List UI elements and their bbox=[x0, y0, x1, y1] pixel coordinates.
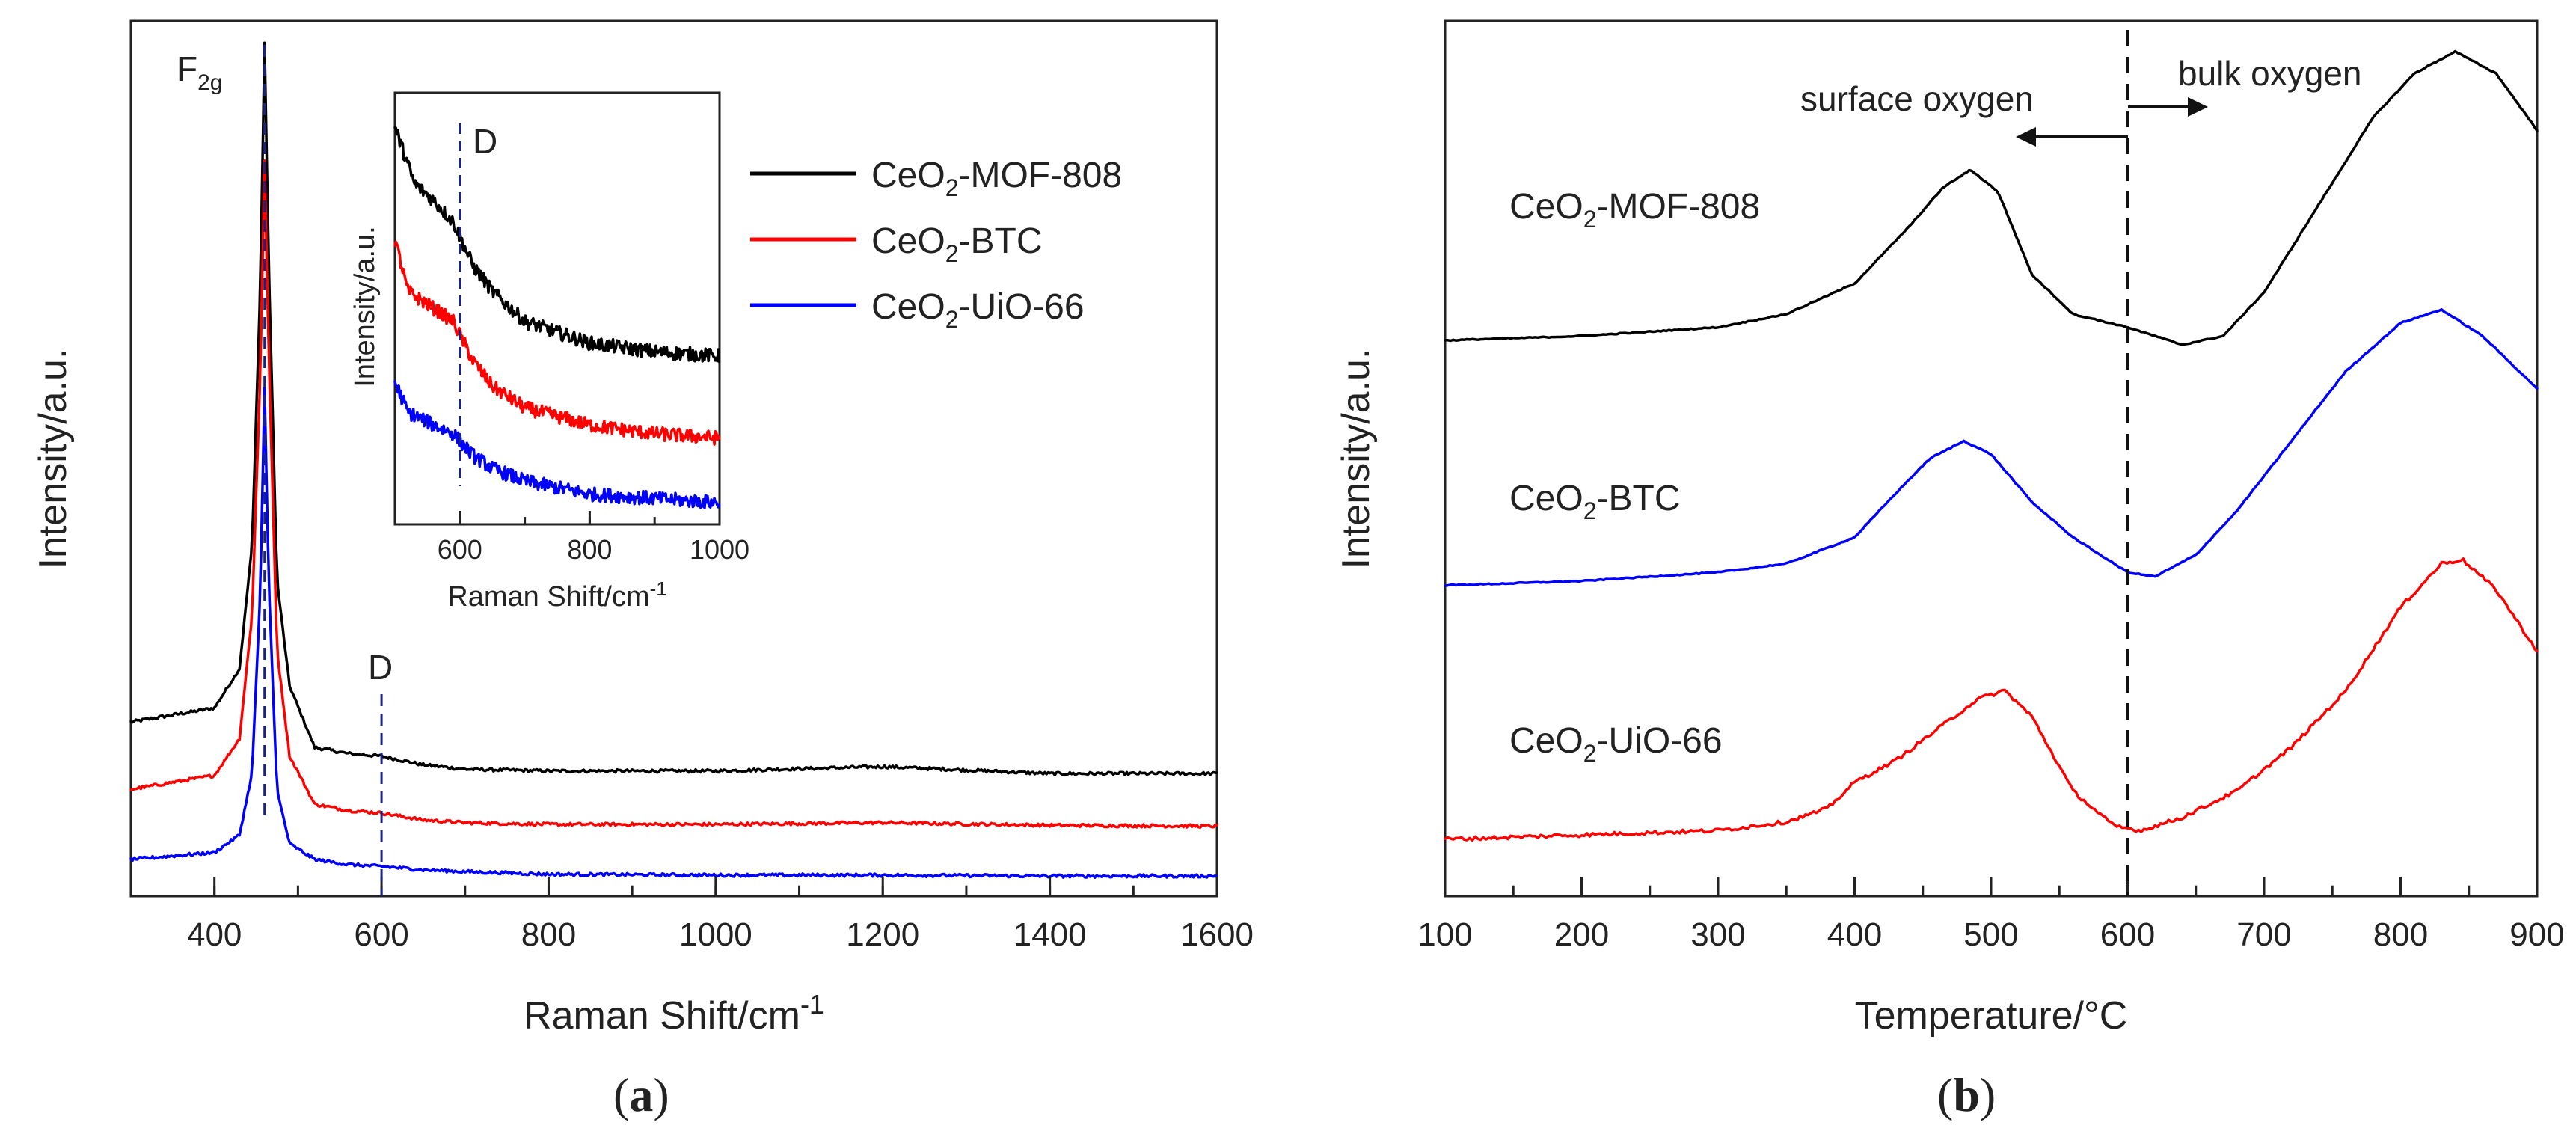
inset-tick-label: 600 bbox=[438, 534, 482, 565]
panel-b-series-label-uio66: CeO2-UiO-66 bbox=[1509, 721, 1723, 767]
panel-b-series-label-mof808: CeO2-MOF-808 bbox=[1509, 187, 1760, 233]
panel-b-tick-label: 600 bbox=[2100, 916, 2155, 953]
panel-b-tick-label: 100 bbox=[1417, 916, 1472, 953]
panel-b-tick-label: 400 bbox=[1827, 916, 1882, 953]
panel-a-label: (a) bbox=[613, 1068, 669, 1121]
inset-series-group bbox=[393, 126, 721, 509]
panel-a-series-group bbox=[129, 41, 1218, 879]
inset-frame bbox=[393, 91, 721, 526]
panel-b-left-arrow bbox=[2016, 127, 2128, 147]
right-arrow-head bbox=[2188, 97, 2208, 117]
panel-b-bulk-oxygen-label: bulk oxygen bbox=[2178, 54, 2362, 93]
inset-x-axis-label: Raman Shift/cm-1 bbox=[447, 577, 666, 613]
inset-series-line-0 bbox=[393, 126, 721, 364]
panel-a-y-axis-label: Intensity/a.u. bbox=[31, 349, 75, 569]
legend-label-uio66: CeO2-UiO-66 bbox=[871, 287, 1085, 333]
panel-a-tick-label: 1000 bbox=[679, 916, 752, 953]
panel-b-tick-label: 300 bbox=[1690, 916, 1745, 953]
panel-a-raman-chart: 400 600 800 1000 1200 1400 1600 F2g D CeO2-MOF… bbox=[31, 19, 1254, 1121]
panel-b-series-line-2 bbox=[1444, 557, 2539, 842]
panel-b-tick-label: 700 bbox=[2236, 916, 2291, 953]
panel-a-series-line-0 bbox=[129, 41, 1218, 776]
left-arrow-head bbox=[2016, 127, 2036, 147]
panel-a-inset: 600 800 1000 D Intensity/a.u. Raman Shift/… bbox=[349, 91, 749, 613]
panel-a-series-line-1 bbox=[129, 159, 1218, 829]
inset-defect-label: D bbox=[473, 122, 497, 161]
panel-b-y-axis-label: Intensity/a.u. bbox=[1334, 349, 1378, 569]
inset-series-line-2 bbox=[393, 380, 721, 509]
panel-a-x-ticks: 400 600 800 1000 1200 1400 1600 bbox=[129, 877, 1254, 953]
panel-b-right-arrow bbox=[2128, 97, 2208, 117]
panel-b-series-line-1 bbox=[1444, 308, 2539, 587]
panel-a-x-axis-label: Raman Shift/cm-1 bbox=[524, 989, 824, 1038]
panel-a-series-line-2 bbox=[129, 386, 1218, 879]
panel-b-x-ticks: 100 200 300 400 500 600 700 800 900 bbox=[1417, 877, 2565, 953]
panel-a-tick-label: 1600 bbox=[1180, 916, 1254, 953]
panel-a-defect-label: D bbox=[368, 648, 393, 687]
inset-tick-label: 800 bbox=[567, 534, 612, 565]
inset-series-line-1 bbox=[393, 240, 721, 446]
panel-a-tick-label: 1200 bbox=[846, 916, 919, 953]
panel-b-series-line-0 bbox=[1444, 49, 2539, 346]
panel-b-tick-label: 800 bbox=[2373, 916, 2428, 953]
inset-x-ticks: 600 800 1000 bbox=[393, 511, 749, 565]
panel-b-surface-oxygen-label: surface oxygen bbox=[1800, 79, 2034, 118]
panel-a-plot-frame bbox=[129, 19, 1218, 898]
panel-b-x-axis-label: Temperature/°C bbox=[1855, 994, 2128, 1038]
panel-b-tick-label: 900 bbox=[2509, 916, 2564, 953]
inset-y-axis-label: Intensity/a.u. bbox=[349, 226, 381, 387]
panel-a-tick-label: 1400 bbox=[1013, 916, 1087, 953]
legend-label-btc: CeO2-BTC bbox=[871, 221, 1042, 267]
panel-a-tick-label: 800 bbox=[521, 916, 576, 953]
panel-b-label: (b) bbox=[1937, 1068, 1996, 1121]
panel-a-tick-label: 600 bbox=[354, 916, 408, 953]
panel-b-tick-label: 200 bbox=[1554, 916, 1609, 953]
panel-a-tick-label: 400 bbox=[187, 916, 242, 953]
panel-b-series-label-btc: CeO2-BTC bbox=[1509, 479, 1680, 524]
panel-b-series-group bbox=[1444, 49, 2539, 842]
legend-label-mof808: CeO2-MOF-808 bbox=[871, 156, 1122, 201]
panel-a-legend: CeO2-MOF-808 CeO2-BTC CeO2-UiO-66 bbox=[750, 156, 1122, 333]
panel-b-tick-label: 500 bbox=[1963, 916, 2018, 953]
panel-a-peak-label: F2g bbox=[177, 49, 222, 95]
panel-b-plot-frame bbox=[1444, 19, 2539, 898]
inset-tick-label: 1000 bbox=[690, 534, 749, 565]
panel-b-tpr-chart: 100 200 300 400 500 600 700 800 900 surface oxyg… bbox=[1334, 19, 2565, 1121]
